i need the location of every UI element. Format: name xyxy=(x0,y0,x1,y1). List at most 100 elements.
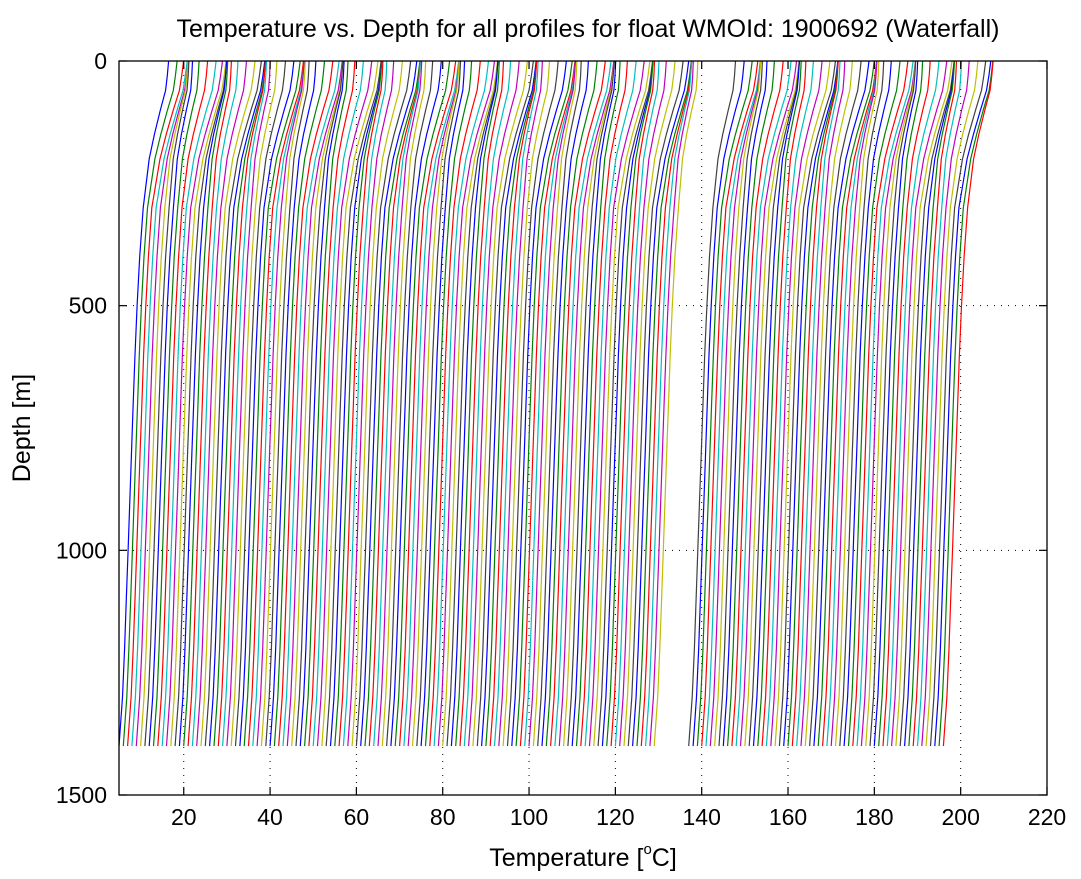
profile-line xyxy=(386,60,434,747)
profile-line xyxy=(580,60,628,747)
profile-line xyxy=(882,60,931,747)
x-tick-label: 160 xyxy=(769,804,807,830)
profile-line xyxy=(748,60,800,747)
profile-line xyxy=(191,60,239,747)
profile-line xyxy=(355,60,412,747)
x-axis-label-end: C] xyxy=(652,844,677,872)
profile-line xyxy=(558,60,615,747)
profile-line xyxy=(278,60,334,747)
profile-line xyxy=(247,60,305,747)
profile-line xyxy=(735,60,792,747)
profile-line xyxy=(165,60,224,747)
profile-line xyxy=(360,60,418,747)
profile-line xyxy=(809,60,862,747)
profile-line xyxy=(373,60,421,747)
profile-line xyxy=(183,60,229,747)
profile-line xyxy=(908,60,956,747)
x-tick-label: 180 xyxy=(855,804,893,830)
profile-line xyxy=(778,60,837,747)
x-axis-label-superscript: o xyxy=(643,841,651,858)
profile-line xyxy=(550,60,606,747)
profile-line xyxy=(563,60,615,747)
profile-line xyxy=(567,60,615,747)
profile-line xyxy=(498,60,543,747)
profile-line xyxy=(757,60,802,747)
profile-line xyxy=(161,60,217,747)
profile-line xyxy=(718,60,763,747)
profile-line xyxy=(200,60,256,747)
profile-line xyxy=(230,60,278,747)
profile-line xyxy=(131,60,188,747)
profile-line xyxy=(463,60,512,747)
profile-line xyxy=(575,60,621,747)
profile-line xyxy=(442,60,499,747)
profile-line xyxy=(541,60,589,747)
profile-line xyxy=(800,60,846,747)
profile-line xyxy=(904,60,955,747)
profile-line xyxy=(291,60,344,747)
profile-line xyxy=(714,60,762,747)
profile-line xyxy=(692,60,745,747)
profile-line xyxy=(377,60,423,747)
x-tick-label: 120 xyxy=(596,804,634,830)
profile-line xyxy=(519,60,576,747)
profile-line xyxy=(856,60,914,747)
profile-line xyxy=(752,60,800,747)
profile-line xyxy=(727,60,775,747)
profile-line xyxy=(459,60,505,747)
y-tick-label: 0 xyxy=(94,48,107,74)
y-tick-label: 500 xyxy=(69,293,107,319)
x-tick-label: 80 xyxy=(430,804,456,830)
profile-line xyxy=(347,60,395,747)
profile-line xyxy=(226,60,271,747)
profile-line xyxy=(455,60,500,747)
profile-line xyxy=(791,60,839,747)
profile-line xyxy=(485,60,538,747)
profile-line xyxy=(140,60,189,747)
profile-line xyxy=(645,60,693,747)
profile-line xyxy=(934,60,992,747)
profile-line xyxy=(588,60,645,747)
profile-line xyxy=(515,60,573,747)
profile-line xyxy=(528,60,576,747)
profile-line xyxy=(265,60,310,747)
profile-line xyxy=(878,60,924,747)
profile-line xyxy=(761,60,807,747)
profile-line xyxy=(653,60,699,747)
profile-line xyxy=(437,60,496,747)
profile-line xyxy=(321,60,379,747)
chart-title: Temperature vs. Depth for all profiles f… xyxy=(176,15,999,43)
profile-line xyxy=(765,60,814,747)
profile-line xyxy=(938,60,994,747)
profile-line xyxy=(256,60,305,747)
profile-line xyxy=(135,60,189,747)
profile-line xyxy=(407,60,460,747)
profile-line xyxy=(627,60,684,747)
profile-line xyxy=(187,60,232,747)
profile-line xyxy=(899,60,955,747)
profile-line xyxy=(269,60,317,747)
x-tick-label: 200 xyxy=(941,804,979,830)
profile-line xyxy=(260,60,306,747)
profile-line xyxy=(619,60,667,747)
profile-line xyxy=(610,60,656,747)
profile-line xyxy=(597,60,654,747)
profile-line xyxy=(554,60,612,747)
profile-line xyxy=(813,60,870,747)
profile-line xyxy=(472,60,528,747)
profile-line xyxy=(213,60,267,747)
profile-line xyxy=(316,60,373,747)
profile-line xyxy=(826,60,878,747)
profile-line xyxy=(860,60,916,747)
profile-line xyxy=(705,60,761,747)
profile-line xyxy=(174,60,228,747)
profile-line xyxy=(774,60,831,747)
profile-line xyxy=(787,60,839,747)
x-tick-label: 140 xyxy=(683,804,721,830)
profile-line xyxy=(571,60,617,747)
profile-line xyxy=(312,60,364,747)
profile-line xyxy=(921,60,970,747)
profile-line xyxy=(342,60,388,747)
profile-line xyxy=(424,60,473,747)
profile-line xyxy=(783,60,839,747)
